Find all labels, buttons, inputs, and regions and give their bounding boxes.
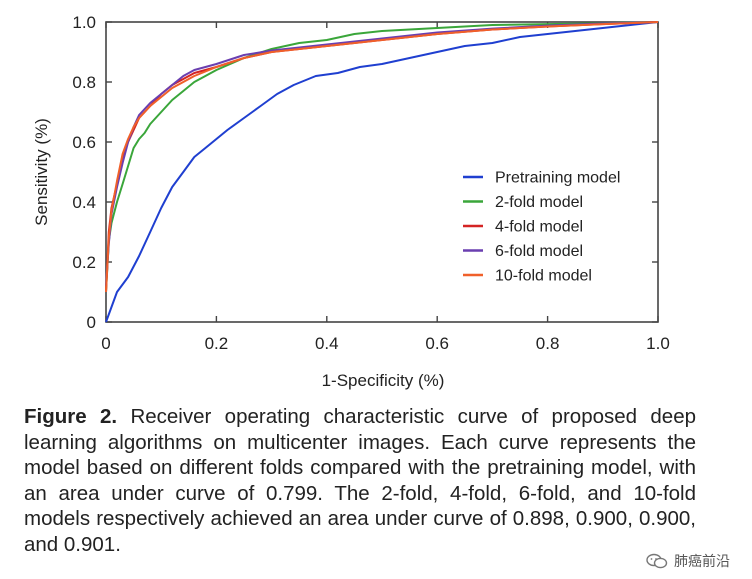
x-tick-label: 0.2 [205,334,229,353]
x-tick-label: 0.6 [425,334,449,353]
watermark-text: 肺癌前沿 [674,554,730,570]
plot-frame [105,21,659,323]
watermark: 肺癌前沿 [646,551,730,571]
legend-label: 10-fold model [495,268,592,285]
legend: Pretraining model 2-fold model 4-fold mode… [463,170,620,285]
x-tick-label: 0.4 [315,334,339,353]
legend-label: 2-fold model [495,194,583,211]
series-line [105,21,659,323]
series-line [105,21,659,287]
x-axis-label: 1-Specificity (%) [322,371,445,390]
caption-label: Figure 2. [24,405,118,428]
y-axis-label: Sensitivity (%) [32,118,51,226]
y-tick-label: 0.4 [72,193,96,212]
caption-text: Receiver operating characteristic curve … [24,405,696,556]
y-tick-label: 0 [87,313,96,332]
legend-label: Pretraining model [495,170,620,187]
y-tick-label: 0.2 [72,253,96,272]
y-tick-label: 0.6 [72,133,96,152]
x-tick-label: 0 [101,334,110,353]
x-tick-label: 0.8 [536,334,560,353]
series-layer [105,21,659,323]
y-tick-label: 0.8 [72,73,96,92]
y-tick-label: 1.0 [72,13,96,32]
series-line [105,21,659,293]
figure-caption: Figure 2. Receiver operating characteris… [24,404,696,557]
legend-label: 6-fold model [495,243,583,260]
axes: 0 0.2 0.4 0.6 0.8 1.0 0 0.2 0.4 0.6 0.8 1.0 [72,13,669,353]
legend-label: 4-fold model [495,219,583,236]
x-tick-label: 1.0 [646,334,670,353]
series-line [105,21,659,293]
wechat-icon [646,553,668,569]
roc-chart: 0 0.2 0.4 0.6 0.8 1.0 0 0.2 0.4 0.6 0.8 1.0 Pretrai… [32,13,670,390]
